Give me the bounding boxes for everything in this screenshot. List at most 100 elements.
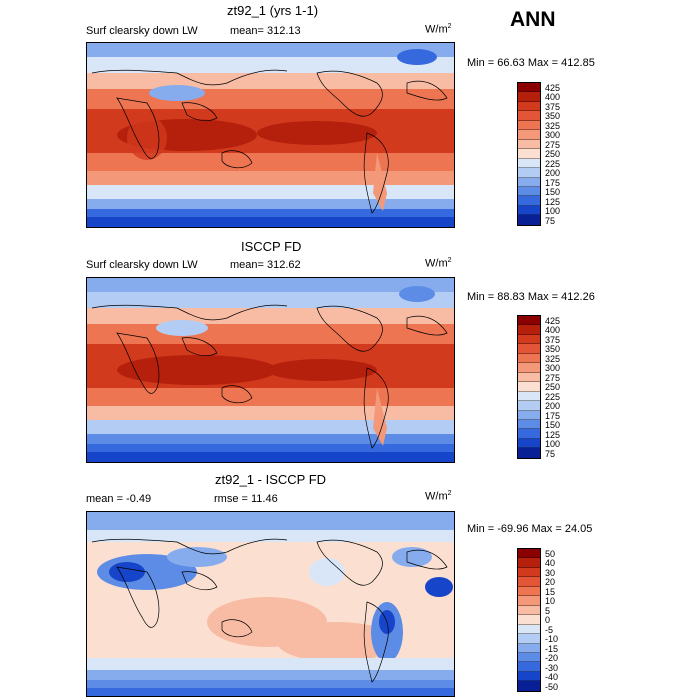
colorbar-swatch [518, 624, 540, 635]
colorbar-tick-label: 350 [545, 111, 561, 122]
colorbar-tick-label: 15 [545, 586, 556, 597]
colorbar-tick-label: 200 [545, 168, 561, 179]
panel-2-mean: mean= 312.62 [230, 259, 301, 271]
panel-1-units: W/m2 [425, 23, 452, 36]
colorbar-swatch [518, 130, 540, 140]
colorbar-swatch [518, 448, 540, 458]
colorbar-tick-label: -10 [545, 634, 559, 645]
colorbar-swatch [518, 549, 540, 559]
colorbar-tick-label: 125 [545, 429, 561, 440]
colorbar-swatch [518, 605, 540, 616]
colorbar-swatch [518, 634, 540, 644]
colorbar-swatch [518, 215, 540, 225]
panel-3-rmse: rmse = 11.46 [214, 493, 278, 505]
colorbar-swatch [518, 168, 540, 178]
colorbar-swatch [518, 363, 540, 373]
panel-1-title: zt92_1 (yrs 1-1) [227, 3, 319, 18]
colorbar-swatch [518, 558, 540, 568]
colorbar-tick-label: 200 [545, 401, 561, 412]
panel-2-minmax: Min = 88.83 Max = 412.26 [467, 291, 595, 303]
colorbar-swatch [518, 325, 540, 335]
colorbar-swatch [518, 139, 540, 150]
colorbar-swatch [518, 353, 540, 364]
colorbar-tick-label: 375 [545, 101, 561, 112]
colorbar-swatch [518, 567, 540, 578]
colorbar-swatch [518, 111, 540, 121]
colorbar-swatch [518, 316, 540, 326]
colorbar-tick-label: -50 [545, 681, 559, 692]
colorbar-tick-label: 75 [545, 215, 556, 226]
colorbar-tick-label: 275 [545, 372, 561, 383]
colorbar-tick-label: 10 [545, 596, 556, 607]
colorbar-swatch [518, 681, 540, 691]
colorbar-swatch [518, 92, 540, 102]
colorbar-tick-label: 225 [545, 391, 561, 402]
colorbar-tick-label: 125 [545, 196, 561, 207]
colorbar-swatch [518, 586, 540, 597]
colorbar-swatch [518, 419, 540, 430]
colorbar-tick-label: 300 [545, 363, 561, 374]
colorbar-swatch [518, 401, 540, 411]
colorbar-tick-label: 300 [545, 130, 561, 141]
colorbar-swatch [518, 429, 540, 439]
colorbar-swatch [518, 652, 540, 663]
panel-1-mean: mean= 312.13 [230, 25, 301, 37]
colorbar-tick-label: 250 [545, 382, 561, 393]
colorbar-swatch [518, 410, 540, 420]
colorbar-tick-label: 325 [545, 353, 561, 364]
panel-3-minmax: Min = -69.96 Max = 24.05 [467, 523, 593, 535]
panel-1-field-label: Surf clearsky down LW [86, 25, 198, 37]
colorbar-swatch [518, 344, 540, 354]
panel-2-field-label: Surf clearsky down LW [86, 259, 198, 271]
colorbar-tick-label: 150 [545, 187, 561, 198]
panel-1-colorbar [517, 82, 541, 226]
colorbar-swatch [518, 120, 540, 131]
colorbar-tick-label: 30 [545, 567, 556, 578]
colorbar-tick-label: 275 [545, 139, 561, 150]
colorbar-tick-label: 75 [545, 448, 556, 459]
colorbar-tick-label: 250 [545, 149, 561, 160]
colorbar-swatch [518, 577, 540, 587]
colorbar-tick-label: 50 [545, 549, 556, 559]
colorbar-tick-label: 175 [545, 177, 561, 188]
colorbar-tick-label: 5 [545, 605, 551, 616]
colorbar-tick-label: 225 [545, 158, 561, 169]
colorbar-swatch [518, 438, 540, 449]
season-label: ANN [510, 8, 556, 31]
panel-2-map [86, 277, 455, 463]
colorbar-swatch [518, 662, 540, 672]
colorbar-swatch [518, 101, 540, 112]
panel-2-title: ISCCP FD [241, 239, 302, 254]
colorbar-tick-label: 350 [545, 344, 561, 355]
colorbar-swatch [518, 643, 540, 653]
colorbar-tick-label: -40 [545, 672, 559, 683]
colorbar-tick-label: 425 [545, 316, 561, 326]
panel-3-map [86, 511, 455, 697]
panel-3-colorbar [517, 548, 541, 692]
colorbar-tick-label: 20 [545, 577, 556, 588]
colorbar-swatch [518, 615, 540, 625]
panel-2-colorbar [517, 315, 541, 459]
colorbar-tick-label: 400 [545, 325, 561, 336]
colorbar-tick-label: 400 [545, 92, 561, 103]
colorbar-swatch [518, 596, 540, 606]
colorbar-tick-label: 40 [545, 558, 556, 569]
colorbar-tick-label: -30 [545, 662, 559, 673]
colorbar-swatch [518, 158, 540, 169]
colorbar-tick-label: 375 [545, 334, 561, 345]
colorbar-swatch [518, 391, 540, 402]
panel-3-units: W/m2 [425, 490, 452, 503]
colorbar-swatch [518, 205, 540, 216]
colorbar-swatch [518, 382, 540, 392]
colorbar-tick-label: 175 [545, 410, 561, 421]
colorbar-tick-label: 150 [545, 420, 561, 431]
colorbar-swatch [518, 83, 540, 93]
panel-2-units: W/m2 [425, 257, 452, 270]
colorbar-tick-label: -5 [545, 624, 554, 635]
colorbar-tick-label: 100 [545, 206, 561, 217]
panel-1-minmax: Min = 66.63 Max = 412.85 [467, 57, 595, 69]
panel-3-mean: mean = -0.49 [86, 493, 152, 505]
colorbar-tick-label: -15 [545, 643, 559, 654]
panel-3-title: zt92_1 - ISCCP FD [215, 472, 327, 487]
colorbar-tick-label: 0 [545, 615, 551, 626]
